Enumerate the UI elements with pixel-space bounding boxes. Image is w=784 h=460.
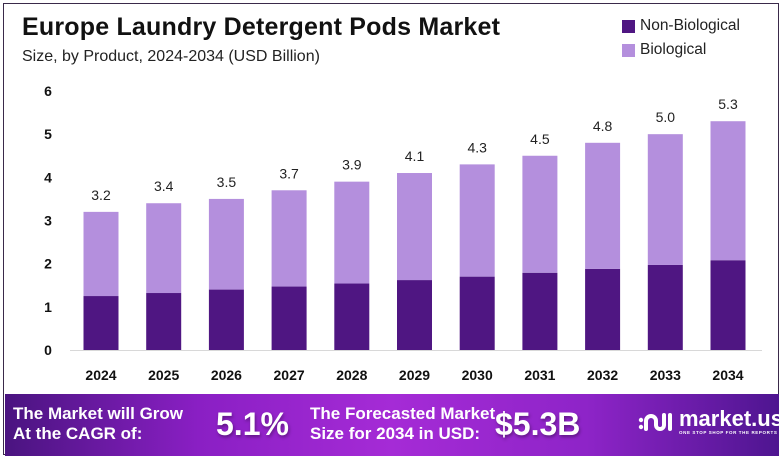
data-label-total: 3.7 [279,165,299,181]
bar-biological-2028 [334,181,370,284]
x-tick-label: 2033 [650,367,681,383]
logo-tagline: ONE STOP SHOP FOR THE REPORTS [679,430,778,435]
cagr-value: 5.1% [216,406,289,442]
bar-biological-2029 [397,173,432,281]
bar-non-biological-2027 [271,286,307,350]
bar-non-biological-2028 [334,283,370,350]
forecast-caption-line1: The Forecasted Market [310,404,496,423]
cagr-caption-line2: At the CAGR of: [13,424,143,443]
data-label-total: 4.1 [405,148,425,164]
legend-swatch-biological [622,43,635,57]
x-tick-label: 2029 [399,367,430,383]
chart-subtitle: Size, by Product, 2024-2034 (USD Billion… [22,48,320,65]
data-label-total: 4.3 [467,139,487,155]
y-axis: 0 1 2 3 4 5 6 [44,83,52,358]
bar-non-biological-2024 [83,296,119,350]
y-tick-label: 4 [44,169,52,185]
y-tick-label: 3 [44,213,52,229]
x-tick-label: 2031 [524,367,555,383]
data-label-total: 4.5 [530,131,550,147]
forecast-caption: The Forecasted Market Size for 2034 in U… [310,404,495,444]
x-tick-label: 2034 [712,367,743,383]
data-label-total: 3.4 [154,178,174,194]
bar-biological-2027 [271,190,307,287]
bar-biological-2024 [83,211,119,297]
legend-item-non-biological: Non-Biological [622,14,740,38]
logo-name: market.us [679,406,783,431]
bars: 3.2 3.4 3.5 3.7 3.9 4.1 4.3 4.5 4.8 5.0 5.3 [83,96,746,350]
bar-non-biological-2029 [397,280,432,350]
x-tick-label: 2032 [587,367,618,383]
data-label-total: 4.8 [593,118,613,134]
bar-chart: 0 1 2 3 4 5 6 3.2 3.4 3.5 3.7 3.9 4.1 4.3 4.5 4.8 5.0 5.… [44,83,762,383]
legend-label: Non-Biological [640,17,740,34]
legend-item-biological: Biological [622,38,740,62]
bar-non-biological-2031 [522,272,558,350]
legend-swatch-non-biological [622,19,635,33]
x-axis: 2024 2025 2026 2027 2028 2029 2030 2031 2032 2033… [85,367,743,383]
legend-label: Biological [640,41,707,58]
data-label-total: 5.3 [718,96,738,112]
market-us-logo[interactable]: market.us ONE STOP SHOP FOR THE REPORTS [637,408,783,435]
data-label-total: 3.2 [91,187,111,203]
bar-biological-2032 [585,142,621,269]
y-tick-label: 6 [44,83,52,99]
legend: Non-Biological Biological [622,14,740,62]
bar-biological-2030 [459,164,495,277]
y-tick-label: 5 [44,126,52,142]
bar-biological-2031 [522,155,558,273]
summary-banner: The Market will Grow At the CAGR of: 5.1… [5,394,783,456]
x-tick-label: 2024 [85,367,116,383]
x-tick-label: 2025 [148,367,179,383]
x-tick-label: 2028 [336,367,367,383]
y-tick-label: 1 [44,299,52,315]
x-tick-label: 2026 [211,367,242,383]
data-label-total: 3.9 [342,157,362,173]
bar-non-biological-2033 [647,264,683,350]
bar-biological-2033 [647,134,683,265]
cagr-caption: The Market will Grow At the CAGR of: [13,404,183,444]
bar-non-biological-2025 [146,293,182,350]
bar-non-biological-2026 [208,289,244,350]
forecast-caption-line2: Size for 2034 in USD: [310,424,481,443]
bar-biological-2034 [710,121,746,261]
y-tick-label: 2 [44,256,52,272]
cagr-caption-line1: The Market will Grow [13,404,184,423]
data-label-total: 3.5 [217,174,237,190]
bar-non-biological-2030 [459,276,495,350]
chart-title: Europe Laundry Detergent Pods Market [22,13,501,41]
x-tick-label: 2030 [462,367,493,383]
bar-biological-2026 [208,198,244,290]
market-us-logo-icon [638,412,672,431]
x-tick-label: 2027 [274,367,305,383]
y-tick-label: 0 [44,342,52,358]
bar-non-biological-2034 [710,260,746,350]
data-label-total: 5.0 [656,109,676,125]
bar-biological-2025 [146,203,182,294]
forecast-value: $5.3B [495,406,581,442]
bar-non-biological-2032 [585,268,621,350]
